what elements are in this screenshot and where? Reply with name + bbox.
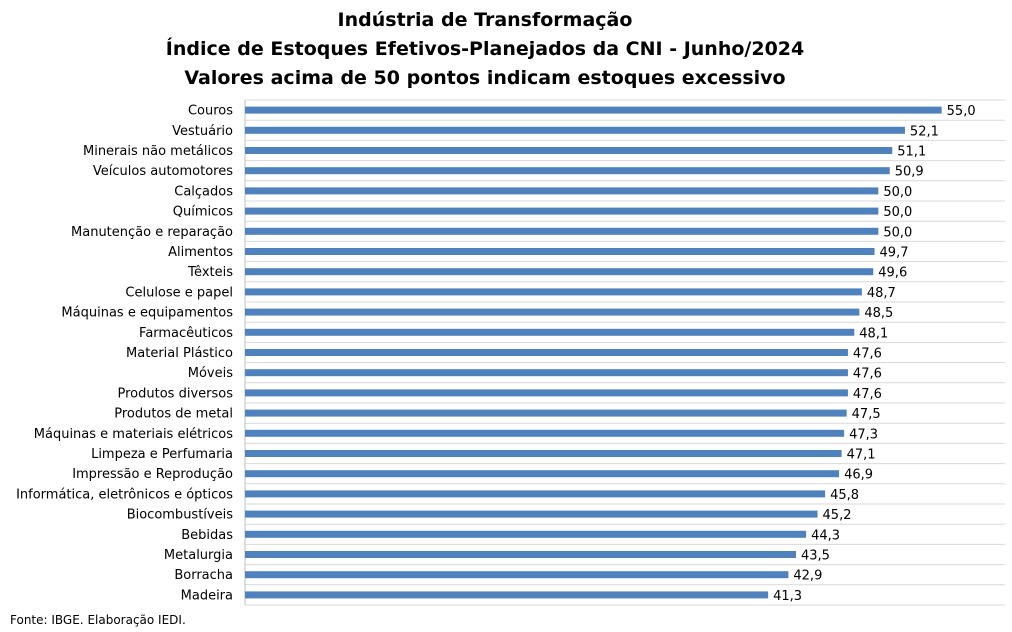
chart-title-line-1: Indústria de Transformação: [337, 9, 633, 31]
data-label: 47,6: [853, 367, 882, 382]
category-tick-label: Material Plástico: [126, 346, 233, 361]
data-label: 48,1: [859, 326, 888, 341]
bar: [245, 530, 807, 538]
bar: [245, 248, 875, 255]
data-label: 45,8: [830, 488, 859, 503]
bar: [245, 349, 848, 356]
data-label: 47,6: [853, 347, 882, 362]
bar: [245, 268, 874, 276]
category-tick-label: Máquinas e equipamentos: [61, 306, 233, 321]
bar: [245, 207, 879, 215]
category-tick-label: Metalurgia: [164, 548, 233, 563]
data-label: 43,5: [801, 549, 830, 564]
category-tick-label: Informática, eletrônicos e ópticos: [16, 487, 233, 502]
data-label: 48,5: [864, 306, 893, 321]
category-tick-label: Vestuário: [172, 124, 233, 139]
data-label: 41,3: [773, 589, 802, 604]
bar: [245, 288, 862, 296]
data-label: 52,1: [910, 124, 939, 139]
bar: [245, 167, 890, 175]
bar: [245, 490, 826, 498]
category-tick-label: Limpeza e Perfumaria: [91, 447, 233, 462]
data-label: 50,0: [883, 185, 912, 200]
category-tick-label: Minerais não metálicos: [83, 144, 233, 159]
data-label: 49,7: [880, 246, 909, 261]
category-tick-label: Alimentos: [168, 245, 233, 260]
category-tick-label: Bebidas: [181, 528, 233, 543]
data-label: 47,3: [849, 427, 878, 442]
bar: [245, 591, 769, 599]
category-tick-label: Couros: [188, 104, 233, 119]
bar: [245, 389, 848, 397]
category-tick-label: Têxteis: [187, 265, 233, 280]
category-tick-label: Móveis: [188, 366, 233, 381]
data-label: 50,0: [883, 225, 912, 240]
category-tick-label: Químicos: [173, 205, 233, 220]
data-label: 51,1: [897, 145, 926, 160]
bar: [245, 126, 905, 134]
bar: [245, 227, 879, 235]
category-tick-label: Impressão e Reprodução: [72, 467, 233, 482]
bar: [245, 187, 879, 195]
data-label: 47,6: [853, 387, 882, 402]
data-label: 44,3: [811, 528, 840, 543]
chart-title-line-3: Valores acima de 50 pontos indicam estoq…: [184, 67, 786, 89]
category-tick-label: Manutenção e reparação: [71, 225, 233, 240]
bar: [245, 106, 942, 114]
bar: [245, 409, 847, 417]
bar: [245, 450, 842, 457]
category-tick-label: Calçados: [174, 184, 233, 199]
bar: [245, 510, 818, 518]
category-tick-label: Produtos de metal: [114, 407, 233, 422]
data-label: 48,7: [867, 286, 896, 301]
category-tick-label: Madeira: [181, 588, 233, 603]
category-tick-label: Borracha: [174, 568, 233, 583]
bar: [245, 470, 840, 478]
category-tick-label: Veículos automotores: [93, 164, 233, 179]
bar: [245, 369, 848, 377]
bar: [245, 308, 860, 316]
bar: [245, 328, 855, 336]
data-label: 42,9: [793, 569, 822, 584]
data-label: 45,2: [823, 508, 852, 523]
chart-title: Indústria de Transformação Índice de Est…: [0, 6, 970, 93]
category-tick-label: Celulose e papel: [125, 285, 233, 300]
data-label: 50,9: [895, 165, 924, 180]
data-label: 46,9: [844, 468, 873, 483]
chart-title-line-2: Índice de Estoques Efetivos-Planejados d…: [165, 38, 805, 60]
data-label: 47,1: [847, 448, 876, 463]
bar: [245, 147, 893, 154]
data-label: 50,0: [883, 205, 912, 220]
bar: [245, 571, 789, 579]
data-label: 55,0: [947, 104, 976, 119]
category-tick-label: Produtos diversos: [118, 386, 234, 401]
bar: [245, 429, 845, 437]
data-label: 49,6: [878, 266, 907, 281]
bar: [245, 551, 796, 558]
category-tick-label: Biocombustíveis: [127, 508, 234, 523]
source-note: Fonte: IBGE. Elaboração IEDI.: [10, 613, 186, 627]
category-tick-label: Farmacêuticos: [139, 326, 233, 341]
category-tick-label: Máquinas e materiais elétricos: [34, 427, 233, 442]
data-label: 47,5: [852, 407, 881, 422]
plot-area: Couros 55,0 Vestuário 52,1 Minerais não metá…: [16, 99, 1005, 606]
